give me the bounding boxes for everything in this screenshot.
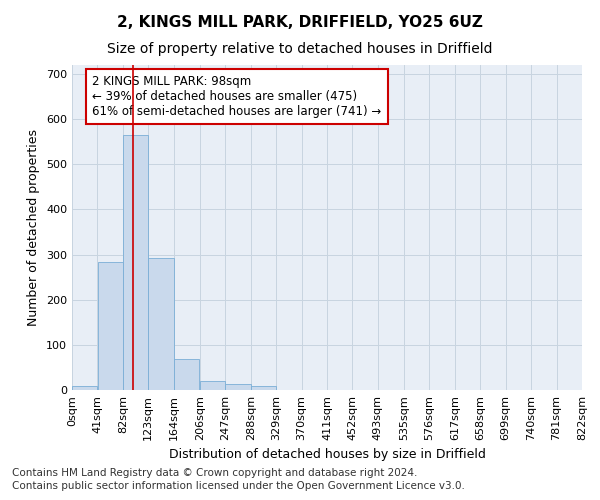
Bar — [200, 381, 225, 390]
Y-axis label: Number of detached properties: Number of detached properties — [28, 129, 40, 326]
Bar — [148, 258, 173, 390]
X-axis label: Distribution of detached houses by size in Driffield: Distribution of detached houses by size … — [169, 448, 485, 462]
Text: 2 KINGS MILL PARK: 98sqm
← 39% of detached houses are smaller (475)
61% of semi-: 2 KINGS MILL PARK: 98sqm ← 39% of detach… — [92, 74, 382, 118]
Bar — [251, 386, 276, 390]
Text: Size of property relative to detached houses in Driffield: Size of property relative to detached ho… — [107, 42, 493, 56]
Bar — [123, 135, 148, 390]
Text: Contains HM Land Registry data © Crown copyright and database right 2024.: Contains HM Land Registry data © Crown c… — [12, 468, 418, 477]
Bar — [98, 262, 123, 390]
Bar — [226, 384, 251, 390]
Bar — [174, 360, 199, 390]
Bar — [72, 386, 97, 390]
Text: Contains public sector information licensed under the Open Government Licence v3: Contains public sector information licen… — [12, 481, 465, 491]
Text: 2, KINGS MILL PARK, DRIFFIELD, YO25 6UZ: 2, KINGS MILL PARK, DRIFFIELD, YO25 6UZ — [117, 15, 483, 30]
